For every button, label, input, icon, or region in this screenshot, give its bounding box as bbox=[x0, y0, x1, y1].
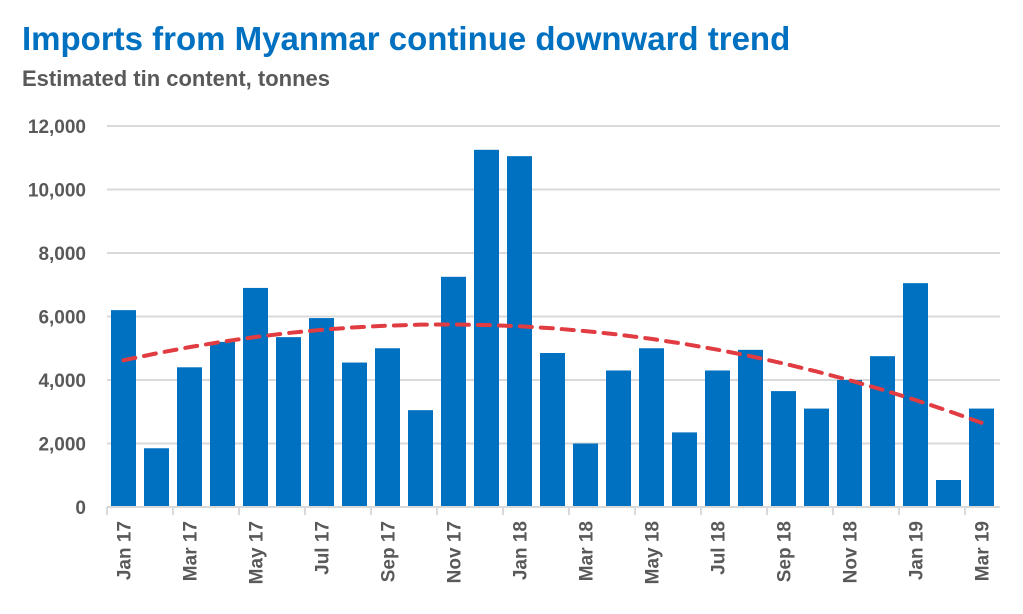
x-tick-label: Jul 17 bbox=[313, 521, 334, 575]
bar-jun-17 bbox=[276, 337, 301, 507]
bar-dec-18 bbox=[870, 356, 895, 507]
bar-jul-18 bbox=[705, 370, 730, 507]
bar-oct-18 bbox=[804, 408, 829, 507]
y-tick-label: 12,000 bbox=[28, 117, 86, 138]
bar-feb-18 bbox=[540, 353, 565, 507]
bar-jan-18 bbox=[507, 156, 532, 507]
bar-sep-17 bbox=[375, 348, 400, 507]
bar-mar-19 bbox=[969, 408, 994, 507]
x-tick-label: Mar 17 bbox=[181, 521, 202, 581]
bar-may-18 bbox=[639, 348, 664, 507]
x-tick-label: May 18 bbox=[643, 521, 664, 584]
x-tick-label: Jan 17 bbox=[115, 521, 136, 580]
bar-may-17 bbox=[243, 287, 268, 507]
x-tick-label: Jan 18 bbox=[511, 521, 532, 580]
bar-feb-19 bbox=[936, 480, 961, 507]
y-tick-label: 10,000 bbox=[28, 181, 86, 202]
bar-mar-18 bbox=[573, 443, 598, 507]
bar-jun-18 bbox=[672, 432, 697, 507]
x-tick-label: Jul 18 bbox=[709, 521, 730, 575]
bar-jan-19 bbox=[903, 283, 928, 507]
x-tick-label: Nov 18 bbox=[841, 521, 862, 583]
y-tick-label: 4,000 bbox=[38, 371, 86, 392]
x-tick-label: Sep 18 bbox=[775, 521, 796, 582]
bar-apr-17 bbox=[210, 341, 235, 507]
x-tick-label: Mar 19 bbox=[973, 521, 994, 581]
y-tick-label: 2,000 bbox=[38, 435, 86, 456]
x-tick-label: May 17 bbox=[247, 521, 268, 584]
bar-nov-17 bbox=[441, 276, 466, 507]
bar-dec-17 bbox=[474, 149, 499, 507]
y-tick-label: 6,000 bbox=[38, 308, 86, 329]
bar-sep-18 bbox=[771, 391, 796, 507]
chart-subtitle: Estimated tin content, tonnes bbox=[22, 66, 331, 91]
chart-title: Imports from Myanmar continue downward t… bbox=[22, 20, 791, 57]
bar-jul-17 bbox=[309, 318, 334, 507]
x-tick-label: Jan 19 bbox=[907, 521, 928, 580]
bar-aug-18 bbox=[738, 349, 763, 507]
bar-jan-17 bbox=[111, 310, 136, 507]
bar-mar-17 bbox=[177, 367, 202, 507]
x-tick-label: Nov 17 bbox=[445, 521, 466, 583]
bar-nov-18 bbox=[837, 380, 862, 507]
bar-feb-17 bbox=[144, 448, 169, 507]
bar-oct-17 bbox=[408, 410, 433, 507]
x-tick-label: Sep 17 bbox=[379, 521, 400, 582]
bar-aug-17 bbox=[342, 362, 367, 507]
bar-apr-18 bbox=[606, 370, 631, 507]
y-tick-label: 8,000 bbox=[38, 244, 86, 265]
x-tick-label: Mar 18 bbox=[577, 521, 598, 581]
trendline bbox=[121, 322, 984, 425]
y-tick-label: 0 bbox=[75, 498, 86, 519]
